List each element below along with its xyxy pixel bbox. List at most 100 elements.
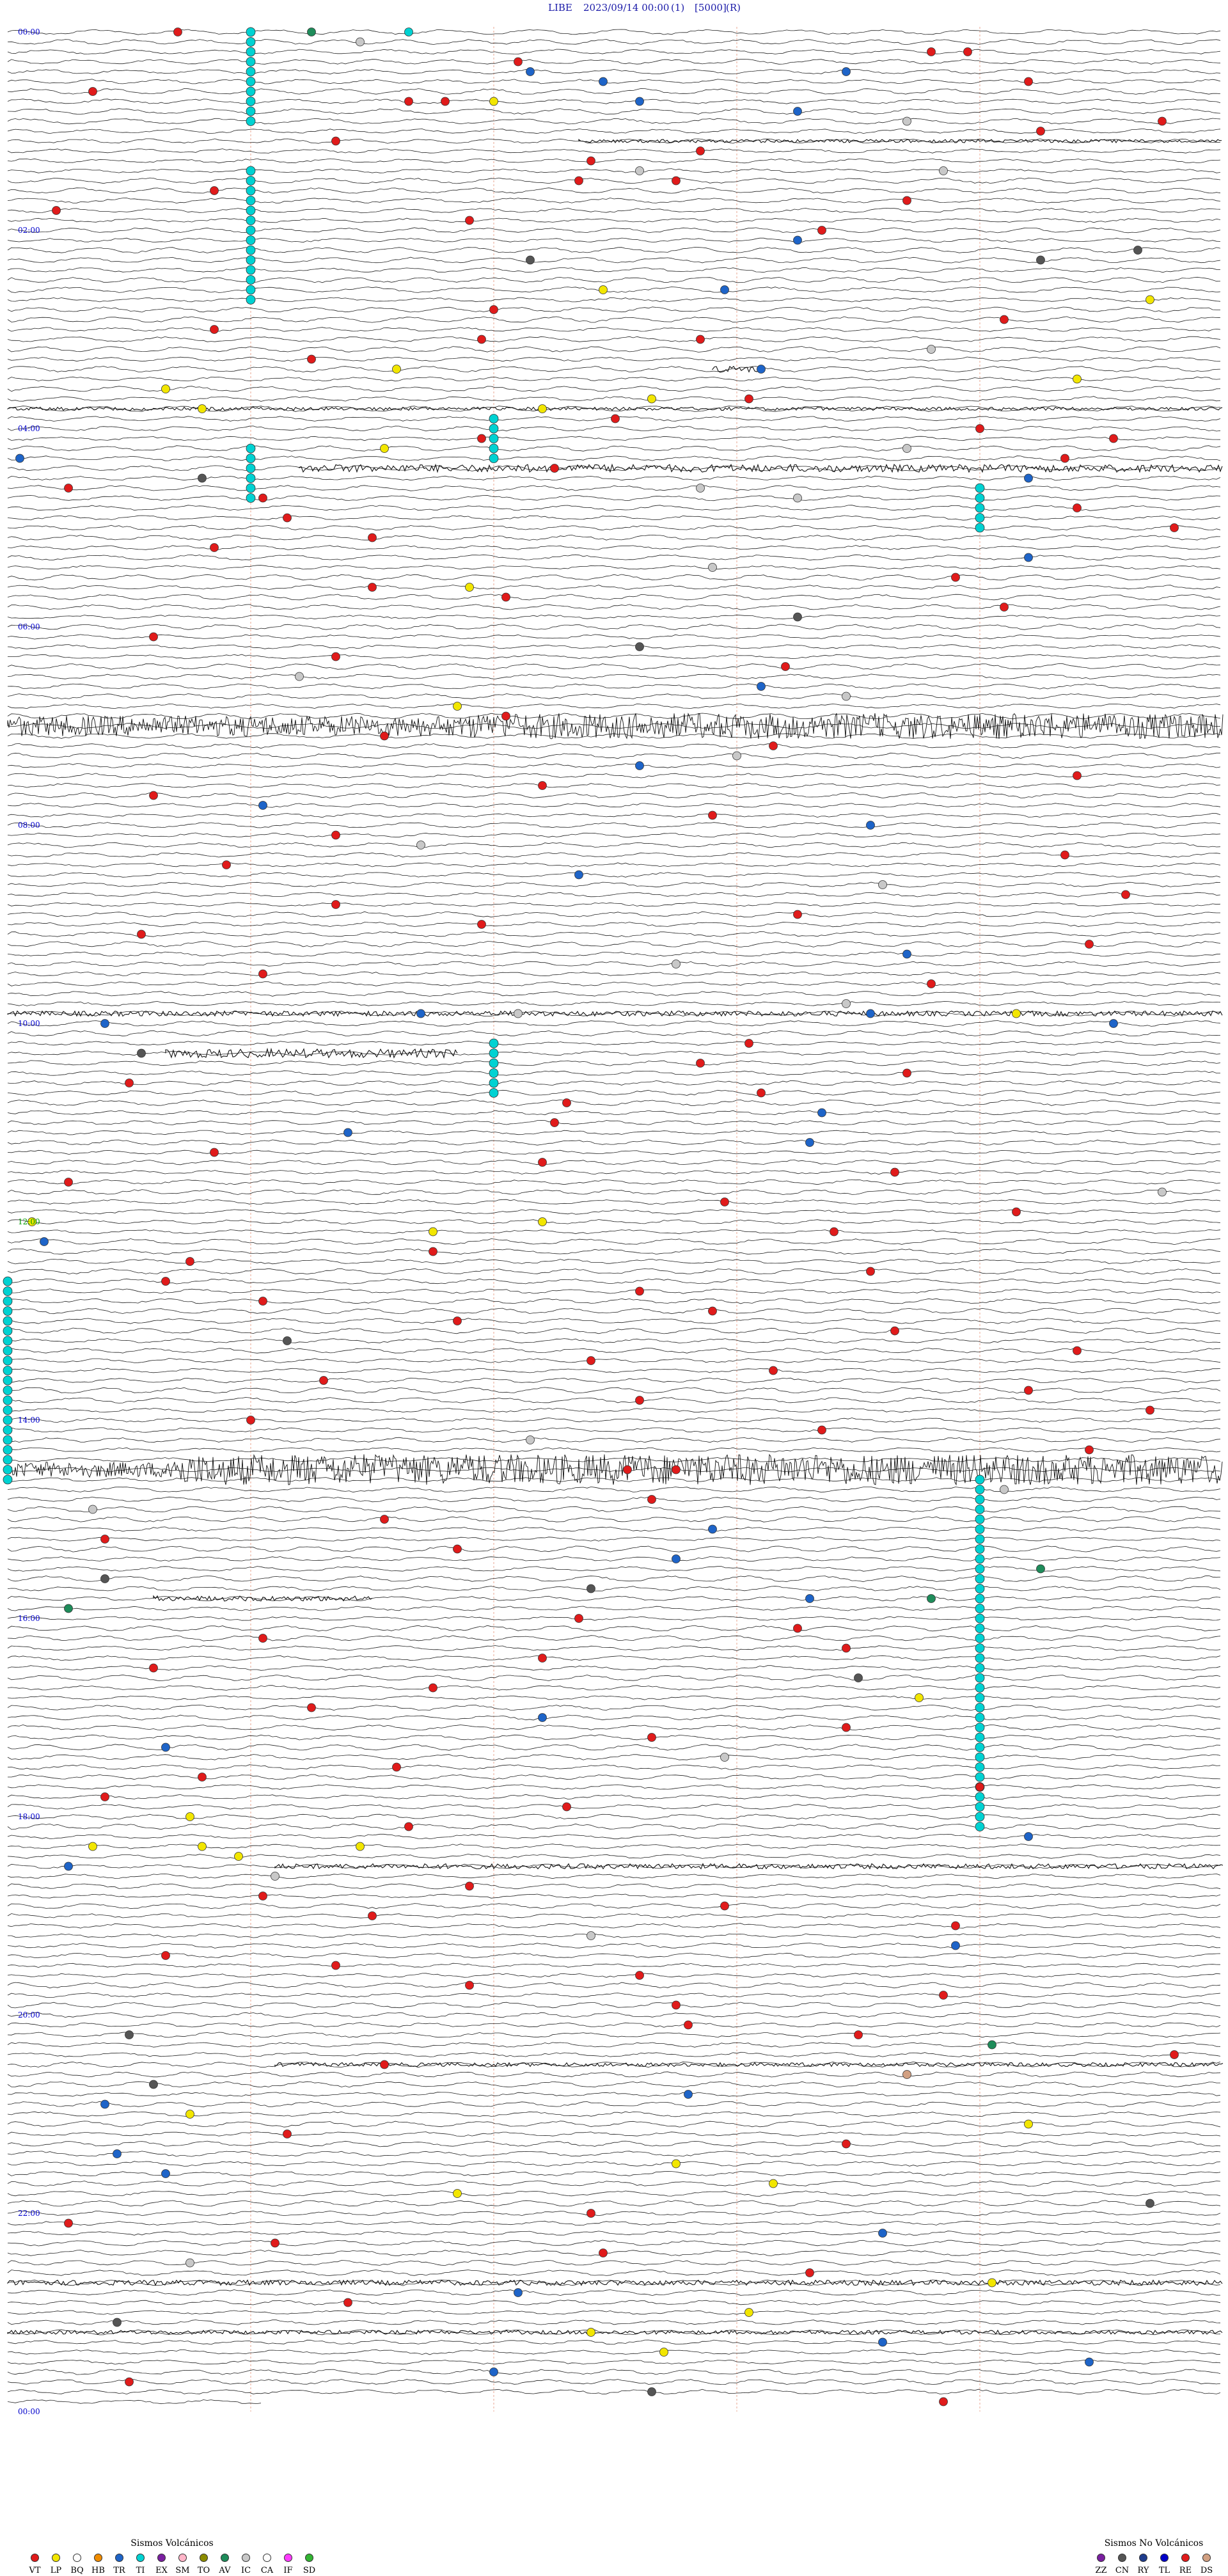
tremor-marker-6-144 [3, 1455, 13, 1465]
tremor-marker-4-50 [975, 523, 985, 533]
event-marker-cn-125 [137, 1048, 146, 1058]
trace-207 [7, 2081, 1220, 2088]
event-marker-tr-134 [805, 1138, 814, 1147]
tremor-marker-0-6 [246, 86, 256, 97]
event-marker-vt-136 [538, 1158, 547, 1167]
event-marker-ic-119 [514, 1009, 523, 1018]
tremor-marker-7-180 [975, 1812, 985, 1822]
event-marker-tr-211 [64, 1861, 73, 1871]
trace-164 [7, 1655, 1221, 1661]
tremor-marker-7-159 [975, 1604, 985, 1613]
event-marker-ic-251 [185, 2258, 194, 2268]
trace-229 [7, 2300, 1221, 2305]
trace-88 [7, 902, 1221, 907]
event-marker-vt-130 [562, 1098, 571, 1107]
trace-23 [7, 257, 1221, 264]
trace-98 [7, 1000, 1221, 1006]
hour-label-4: 08:00 [18, 821, 40, 830]
trace-230 [7, 2310, 1221, 2315]
event-marker-tr-8 [842, 67, 851, 76]
trace-155 [7, 1566, 1221, 1572]
trace-232 [7, 2329, 1221, 2335]
trace-61 [7, 634, 1221, 640]
tremor-marker-5-107 [489, 1088, 499, 1098]
event-marker-vt-239 [842, 2139, 851, 2149]
trace-168 [7, 1695, 1221, 1700]
trace-208 [7, 2092, 1221, 2097]
trace-212 [7, 2131, 1221, 2137]
trace-110 [7, 1119, 1221, 1125]
tremor-marker-1-14 [246, 166, 256, 176]
tremor-marker-4-47 [975, 493, 985, 503]
trace-37 [7, 396, 1221, 402]
legend-nonvolcanic-items: ZZ CN RY TL RE DS [1092, 2554, 1216, 2575]
tremor-marker-2-42 [489, 443, 499, 454]
trace-167 [7, 1685, 1221, 1691]
tremor-marker-6-132 [3, 1336, 13, 1346]
event-marker-lp-244 [453, 2189, 462, 2198]
event-marker-vt-84 [331, 652, 340, 661]
trace-125 [7, 1268, 1221, 1275]
legend-volcanic-tr: TR [110, 2554, 129, 2575]
trace-102 [7, 1041, 1221, 1046]
trace-1 [7, 38, 1221, 45]
trace-52 [7, 544, 1221, 551]
event-marker-vt-188 [538, 1654, 547, 1663]
trace-21 [7, 237, 1221, 243]
trace-191 [7, 1923, 1221, 1929]
event-marker-vt-70 [283, 513, 292, 523]
hour-label-9: 18:00 [18, 1812, 40, 1821]
trace-73 [7, 752, 1220, 759]
trace-186 [7, 1873, 1221, 1879]
trace-176 [8, 1774, 1221, 1780]
event-marker-lp-236 [185, 2110, 194, 2119]
trace-76 [7, 782, 1221, 789]
trace-172 [7, 1734, 1220, 1741]
trace-96 [7, 981, 1221, 986]
event-marker-tr-240 [113, 2149, 122, 2158]
trace-41 [7, 436, 1221, 441]
burst-3 [299, 463, 1223, 473]
legend-volcanic-sm: SM [173, 2554, 192, 2575]
event-marker-vt-221 [331, 1961, 340, 1970]
trace-181 [7, 1823, 1221, 1830]
burst-6 [7, 1010, 1223, 1017]
tremor-marker-7-147 [975, 1485, 985, 1494]
tremor-marker-7-173 [975, 1742, 985, 1752]
legend-volcanic-items: VT LP BQ HB TR TI EX SM TO AV IC CA IF SD [26, 2554, 319, 2575]
event-marker-lp-36 [599, 285, 608, 294]
event-marker-vt-147 [429, 1247, 437, 1256]
event-marker-vt-186 [258, 1634, 267, 1643]
trace-202 [7, 2032, 1221, 2038]
event-marker-ic-86 [295, 672, 304, 681]
event-marker-tr-16 [793, 107, 802, 116]
burst-2 [7, 406, 1223, 411]
trace-184 [7, 1853, 1221, 1859]
tremor-marker-6-135 [3, 1366, 13, 1375]
legend-volcanic-ca-code: CA [260, 2566, 274, 2575]
tremor-marker-0-5 [246, 77, 256, 86]
trace-236 [7, 2369, 1221, 2375]
event-marker-vt-27 [210, 186, 219, 195]
event-marker-vt-230 [1170, 2050, 1179, 2059]
tremor-marker-0-9 [246, 116, 256, 126]
tremor-marker-6-136 [3, 1375, 13, 1386]
trace-54 [7, 565, 1221, 570]
trace-197 [7, 1982, 1221, 1989]
trace-6 [7, 88, 1221, 95]
trace-26 [7, 287, 1221, 293]
tremor-marker-1-25 [246, 275, 256, 285]
trace-151 [7, 1526, 1221, 1532]
event-marker-cn-190 [854, 1673, 863, 1682]
event-marker-vt-54 [611, 414, 620, 423]
event-marker-vt-135 [210, 1148, 219, 1157]
trace-45 [7, 475, 1221, 481]
event-marker-vt-85 [781, 662, 790, 671]
event-marker-tr-235 [100, 2099, 109, 2109]
event-marker-tr-105 [574, 870, 583, 880]
burst-5 [469, 713, 1224, 739]
legend-nonvolcanic-zz: ZZ [1092, 2554, 1110, 2575]
tremor-marker-7-175 [975, 1762, 985, 1772]
trace-64 [7, 663, 1221, 670]
event-marker-vt-107 [1121, 890, 1130, 899]
